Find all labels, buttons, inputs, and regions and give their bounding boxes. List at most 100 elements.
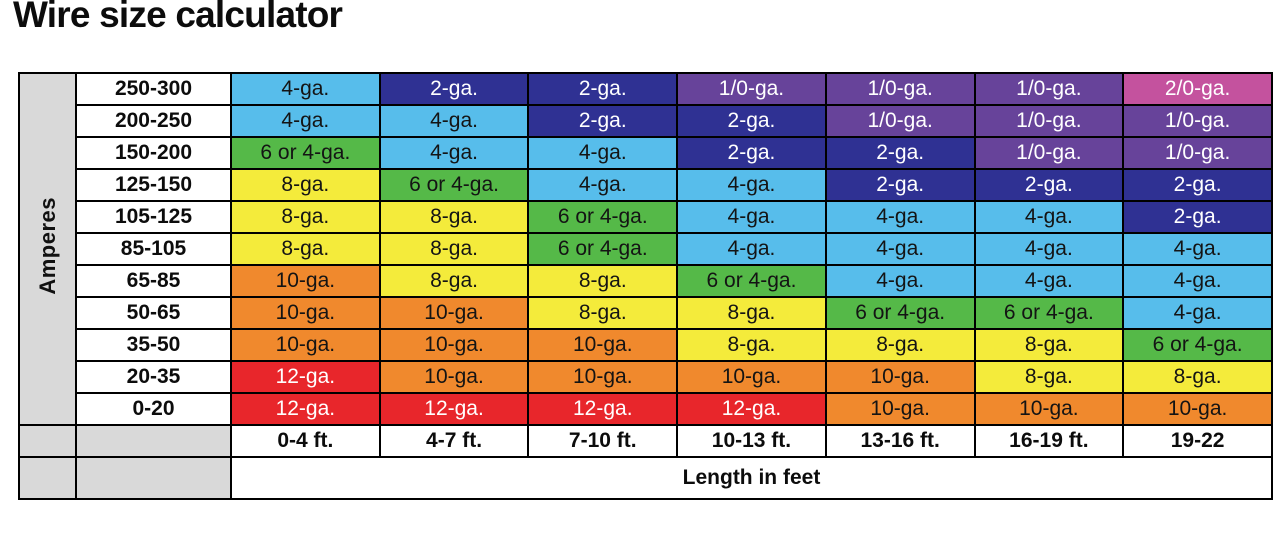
wire-gauge-cell: 1/0-ga. [973,104,1125,138]
page-title: Wire size calculator [13,0,343,35]
length-range-header: 0-4 ft. [230,424,381,458]
wire-gauge-cell: 1/0-ga. [676,72,827,106]
wire-gauge-cell: 10-ga. [824,360,976,394]
wire-gauge-cell: 10-ga. [378,296,530,330]
wire-gauge-cell: 4-ga. [973,200,1125,234]
table-row: 150-200 6 or 4-ga. 4-ga. 4-ga. 2-ga. 2-ga. 1/0… [19,136,1273,170]
wire-gauge-cell: 10-ga. [230,296,381,330]
table-body: Amperes 250-300 4-ga. 2-ga. 2-ga. 1/0-ga. 1/0-… [18,72,1273,500]
wire-gauge-cell: 4-ga. [230,104,381,138]
table-row: Amperes 250-300 4-ga. 2-ga. 2-ga. 1/0-ga. 1/0-… [18,72,1273,426]
wire-gauge-cell: 2-ga. [824,168,976,202]
amperes-range-label: 150-200 [75,136,232,170]
wire-gauge-cell: 4-ga. [1122,264,1273,298]
length-range-header: 13-16 ft. [824,424,976,458]
amperes-range-label: 105-125 [75,200,232,234]
amperes-range-label: 125-150 [75,168,232,202]
wire-gauge-cell: 4-ga. [824,200,976,234]
table-row: 65-85 10-ga. 8-ga. 8-ga. 6 or 4-ga. 4-ga. 4-ga… [19,264,1273,298]
table-row: 200-250 4-ga. 4-ga. 2-ga. 2-ga. 1/0-ga. 1/0-ga… [19,104,1273,138]
table-row: 35-50 10-ga. 10-ga. 10-ga. 8-ga. 8-ga. 8-ga. 6 … [19,328,1273,362]
length-range-header: 19-22 [1122,424,1273,458]
x-axis-row: Length in feet [18,456,1273,500]
wire-gauge-cell: 12-ga. [527,392,679,426]
wire-gauge-cell: 4-ga. [676,232,827,266]
wire-gauge-cell: 2-ga. [676,104,827,138]
wire-gauge-cell: 6 or 4-ga. [378,168,530,202]
wire-gauge-cell: 10-ga. [973,392,1125,426]
table-row: 50-65 10-ga. 10-ga. 8-ga. 8-ga. 6 or 4-ga. 6 o… [19,296,1273,330]
wire-gauge-cell: 12-ga. [230,360,381,394]
corner-cell [18,456,77,500]
wire-gauge-cell: 8-ga. [230,200,381,234]
amperes-range-label: 65-85 [75,264,232,298]
amperes-range-label: 85-105 [75,232,232,266]
wire-gauge-cell: 8-ga. [527,264,679,298]
table-row: 85-105 8-ga. 8-ga. 6 or 4-ga. 4-ga. 4-ga. 4-ga… [19,232,1273,266]
table-row: 0-20 12-ga. 12-ga. 12-ga. 12-ga. 10-ga. 10-ga.… [19,392,1273,426]
wire-gauge-cell: 10-ga. [378,360,530,394]
wire-gauge-cell: 6 or 4-ga. [527,232,679,266]
wire-gauge-cell: 10-ga. [230,264,381,298]
wire-gauge-cell: 6 or 4-ga. [1122,328,1273,362]
amperes-range-label: 20-35 [75,360,232,394]
wire-gauge-cell: 4-ga. [676,168,827,202]
wire-gauge-cell: 8-ga. [824,328,976,362]
wire-gauge-cell: 12-ga. [230,392,381,426]
wire-gauge-cell: 1/0-ga. [1122,104,1273,138]
amperes-range-label: 250-300 [75,72,232,106]
amperes-range-label: 0-20 [75,392,232,426]
wire-gauge-cell: 4-ga. [824,232,976,266]
wire-size-table: Amperes 250-300 4-ga. 2-ga. 2-ga. 1/0-ga. 1/0-… [18,72,1273,500]
wire-gauge-cell: 4-ga. [378,104,530,138]
wire-gauge-cell: 8-ga. [378,264,530,298]
corner-cell [75,424,232,458]
wire-gauge-cell: 8-ga. [973,360,1125,394]
length-range-header: 4-7 ft. [378,424,530,458]
wire-gauge-cell: 4-ga. [676,200,827,234]
wire-gauge-cell: 4-ga. [1122,232,1273,266]
wire-gauge-cell: 8-ga. [973,328,1125,362]
wire-gauge-cell: 2-ga. [1122,200,1273,234]
wire-gauge-cell: 6 or 4-ga. [973,296,1125,330]
table-row: 125-150 8-ga. 6 or 4-ga. 4-ga. 4-ga. 2-ga. 2-g… [19,168,1273,202]
wire-gauge-cell: 1/0-ga. [973,136,1125,170]
wire-gauge-cell: 4-ga. [824,264,976,298]
length-range-header: 7-10 ft. [527,424,679,458]
wire-gauge-cell: 8-ga. [527,296,679,330]
wire-gauge-cell: 10-ga. [527,328,679,362]
wire-gauge-cell: 10-ga. [824,392,976,426]
wire-gauge-cell: 4-ga. [230,72,381,106]
wire-gauge-cell: 2/0-ga. [1122,72,1273,106]
wire-gauge-cell: 4-ga. [1122,296,1273,330]
wire-gauge-cell: 10-ga. [1122,392,1273,426]
length-range-header: 16-19 ft. [973,424,1125,458]
wire-gauge-cell: 8-ga. [676,296,827,330]
wire-gauge-cell: 8-ga. [1122,360,1273,394]
corner-cell [75,456,232,500]
wire-gauge-cell: 2-ga. [824,136,976,170]
column-header-row: 0-4 ft. 4-7 ft. 7-10 ft. 10-13 ft. 13-16 ft.… [18,424,1273,458]
wire-gauge-cell: 8-ga. [378,232,530,266]
wire-gauge-cell: 8-ga. [378,200,530,234]
corner-cell [18,424,77,458]
wire-gauge-cell: 10-ga. [378,328,530,362]
wire-gauge-cell: 2-ga. [527,72,679,106]
wire-gauge-cell: 10-ga. [527,360,679,394]
wire-gauge-cell: 1/0-ga. [973,72,1125,106]
amperes-range-label: 35-50 [75,328,232,362]
wire-gauge-cell: 6 or 4-ga. [527,200,679,234]
wire-gauge-cell: 4-ga. [378,136,530,170]
wire-gauge-cell: 2-ga. [1122,168,1273,202]
wire-gauge-cell: 1/0-ga. [824,104,976,138]
wire-gauge-cell: 2-ga. [676,136,827,170]
wire-gauge-cell: 4-ga. [973,232,1125,266]
wire-gauge-cell: 8-ga. [230,232,381,266]
wire-gauge-cell: 8-ga. [676,328,827,362]
x-axis-label: Length in feet [230,456,1273,500]
wire-gauge-cell: 4-ga. [973,264,1125,298]
wire-gauge-cell: 8-ga. [230,168,381,202]
wire-gauge-cell: 4-ga. [527,168,679,202]
wire-gauge-cell: 12-ga. [378,392,530,426]
